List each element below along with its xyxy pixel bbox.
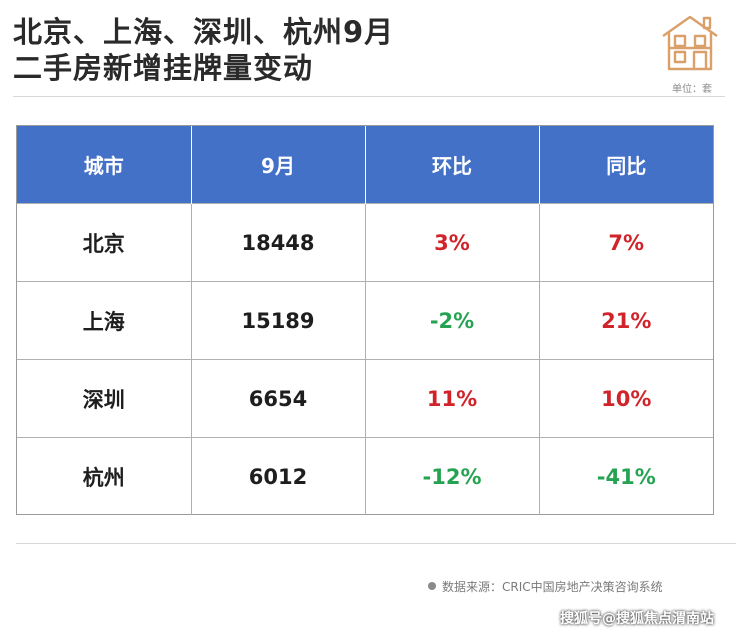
mom-cell: -12% (365, 437, 540, 515)
divider (16, 543, 736, 544)
column-header-yoy: 同比 (539, 126, 713, 204)
divider (13, 96, 725, 97)
city-cell: 深圳 (17, 359, 192, 438)
title-line-2: 二手房新增挂牌量变动 (13, 51, 314, 85)
table-row: 深圳 6654 11% 10% (17, 359, 713, 438)
bullet-icon (428, 582, 436, 590)
title-line-1: 北京、上海、深圳、杭州9月 (13, 15, 395, 49)
page-title: 北京、上海、深圳、杭州9月 二手房新增挂牌量变动 (13, 14, 394, 86)
yoy-cell: -41% (539, 437, 713, 515)
listing-count-cell: 18448 (191, 203, 366, 282)
yoy-cell: 7% (539, 203, 713, 282)
listing-count-cell: 6012 (191, 437, 366, 515)
city-cell: 上海 (17, 281, 192, 360)
table-row: 北京 18448 3% 7% (17, 203, 713, 282)
table-row: 上海 15189 -2% 21% (17, 281, 713, 360)
house-icon (662, 15, 718, 71)
watermark-credit: 搜狐号@搜狐焦点渭南站 (560, 611, 714, 627)
city-cell: 杭州 (17, 437, 192, 515)
table-row: 杭州 6012 -12% -41% (17, 437, 713, 515)
column-header-september: 9月 (191, 126, 366, 204)
data-table: 城市 9月 环比 同比 北京 18448 3% 7% 上海 15189 -2% … (16, 125, 714, 515)
listing-count-cell: 15189 (191, 281, 366, 360)
unit-label: 单位：套 (672, 84, 712, 95)
yoy-cell: 10% (539, 359, 713, 438)
mom-cell: -2% (365, 281, 540, 360)
data-source: 数据来源：CRIC中国房地产决策咨询系统 (428, 578, 663, 595)
yoy-cell: 21% (539, 281, 713, 360)
listing-count-cell: 6654 (191, 359, 366, 438)
city-cell: 北京 (17, 203, 192, 282)
column-header-mom: 环比 (365, 126, 540, 204)
mom-cell: 11% (365, 359, 540, 438)
data-source-text: 数据来源：CRIC中国房地产决策咨询系统 (442, 580, 663, 594)
table-header-row: 城市 9月 环比 同比 (17, 126, 713, 204)
column-header-city: 城市 (17, 126, 192, 204)
mom-cell: 3% (365, 203, 540, 282)
